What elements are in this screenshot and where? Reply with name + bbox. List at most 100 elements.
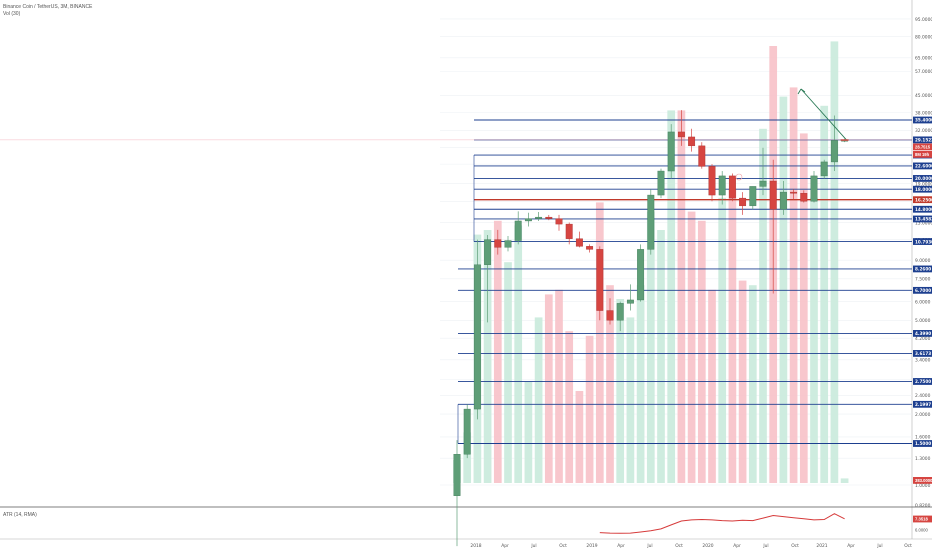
time-tick-label: 2020 <box>702 543 713 549</box>
volume-bar <box>575 391 584 483</box>
candle <box>596 246 604 321</box>
candle-body <box>596 249 604 311</box>
time-tick-label: Oct <box>791 543 799 549</box>
price-tick-label: 4.2000 <box>915 336 931 342</box>
time-tick-label: Apr <box>617 543 625 549</box>
time-tick-label: Apr <box>501 543 509 549</box>
candle-body <box>616 303 624 321</box>
volume-bar <box>585 335 594 483</box>
volume-bar <box>728 188 737 483</box>
candles <box>453 110 849 547</box>
price-axis: 95.0000 80.0000 65.0000 57.0000 45.0000 38.00… <box>915 17 932 509</box>
candle-body <box>484 239 492 265</box>
level-badge-text: 4.3990 <box>915 331 931 336</box>
candle-body <box>473 264 481 410</box>
volume-bar <box>697 220 706 484</box>
volume-bar <box>667 110 676 484</box>
candle-body <box>606 310 614 321</box>
time-tick-label: 2019 <box>586 543 597 549</box>
candle-body <box>677 131 685 138</box>
candle <box>749 186 757 210</box>
level-badges: 35.400029.152225.140022.600020.000018.00… <box>913 116 932 484</box>
candle <box>657 168 665 199</box>
time-tick-label: Jul <box>530 543 536 549</box>
level-badge-text: 10.7930 <box>915 239 932 244</box>
level-badge <box>913 238 932 245</box>
price-tick-label: 6.0000 <box>915 299 931 305</box>
volume-bar <box>646 211 655 483</box>
atr-line <box>599 513 845 534</box>
time-tick-label: 2018 <box>470 543 481 549</box>
candle <box>494 229 502 255</box>
candle <box>820 159 828 179</box>
candle-body <box>575 238 583 247</box>
level-badge-text: 13.4582 <box>915 217 932 222</box>
price-tick-label: 2.4000 <box>915 393 931 399</box>
candle <box>514 211 522 245</box>
candle <box>504 235 512 252</box>
last-price-text: 28.7515 <box>915 145 931 150</box>
candle-body <box>749 186 757 207</box>
time-tick-label: Jul <box>762 543 768 549</box>
candle-body <box>779 191 787 210</box>
candle-body <box>708 166 716 196</box>
price-tick-label: 9.0000 <box>915 258 931 264</box>
candle-body <box>830 140 838 163</box>
level-badge <box>913 330 932 337</box>
candle-body <box>739 197 747 207</box>
volume-bars <box>453 41 849 484</box>
candle-body <box>769 180 777 210</box>
candle-body <box>688 136 696 147</box>
candle <box>647 189 655 255</box>
level-badge-text: 14.8000 <box>915 207 932 212</box>
volume-bar <box>677 110 686 484</box>
candle-body <box>504 240 512 248</box>
candle-body <box>657 170 665 196</box>
level-badge <box>913 185 932 193</box>
candle <box>453 440 461 547</box>
candle <box>830 115 838 172</box>
volume-bar <box>534 317 543 483</box>
countdown-text: 8M 19h <box>915 152 930 157</box>
candle-body <box>545 216 553 219</box>
atr-tick-label: 6.0000 <box>915 528 928 533</box>
level-badge <box>913 350 932 357</box>
level-badge-text: 18.0000 <box>915 187 932 192</box>
candle-body <box>463 408 471 455</box>
level-badge-text: 22.6000 <box>915 164 932 169</box>
candle-body <box>800 193 808 202</box>
candle-body <box>698 145 706 167</box>
atr-legend: ATR (14, RMA) <box>3 512 37 518</box>
time-tick-label: 2021 <box>816 543 827 549</box>
volume-bar <box>708 289 716 483</box>
volume-bar <box>544 294 553 483</box>
price-tick-label: 7.5000 <box>915 277 931 283</box>
level-badge-text: 35.4000 <box>915 118 932 123</box>
volume-bar <box>636 285 645 483</box>
candle <box>473 239 481 420</box>
volume-bar <box>789 87 798 484</box>
candle-body <box>810 175 818 202</box>
candle-body <box>790 191 798 194</box>
arrow-head-icon <box>797 88 806 95</box>
candle <box>463 404 471 459</box>
price-tick-label: 3.4000 <box>915 358 931 364</box>
level-badge <box>913 265 932 273</box>
volume-badge-text: 383.0000 <box>915 478 932 483</box>
price-tick-label: 57.0000 <box>915 69 932 75</box>
candle <box>728 173 736 202</box>
candle-body <box>494 239 502 248</box>
candle <box>739 192 747 215</box>
candle <box>667 124 675 179</box>
candle-body <box>718 175 726 196</box>
time-tick-label: Apr <box>733 543 741 549</box>
price-tick-label: 65.0000 <box>915 56 932 62</box>
chart-title: Binance Coin / TetherUS, 3M, BINANCE <box>3 4 93 10</box>
candle-body <box>453 454 461 496</box>
level-badge-text: 8.2600 <box>915 267 931 272</box>
level-badge-text: 6.7000 <box>915 288 931 293</box>
candle <box>698 142 706 169</box>
level-badge <box>913 378 932 385</box>
